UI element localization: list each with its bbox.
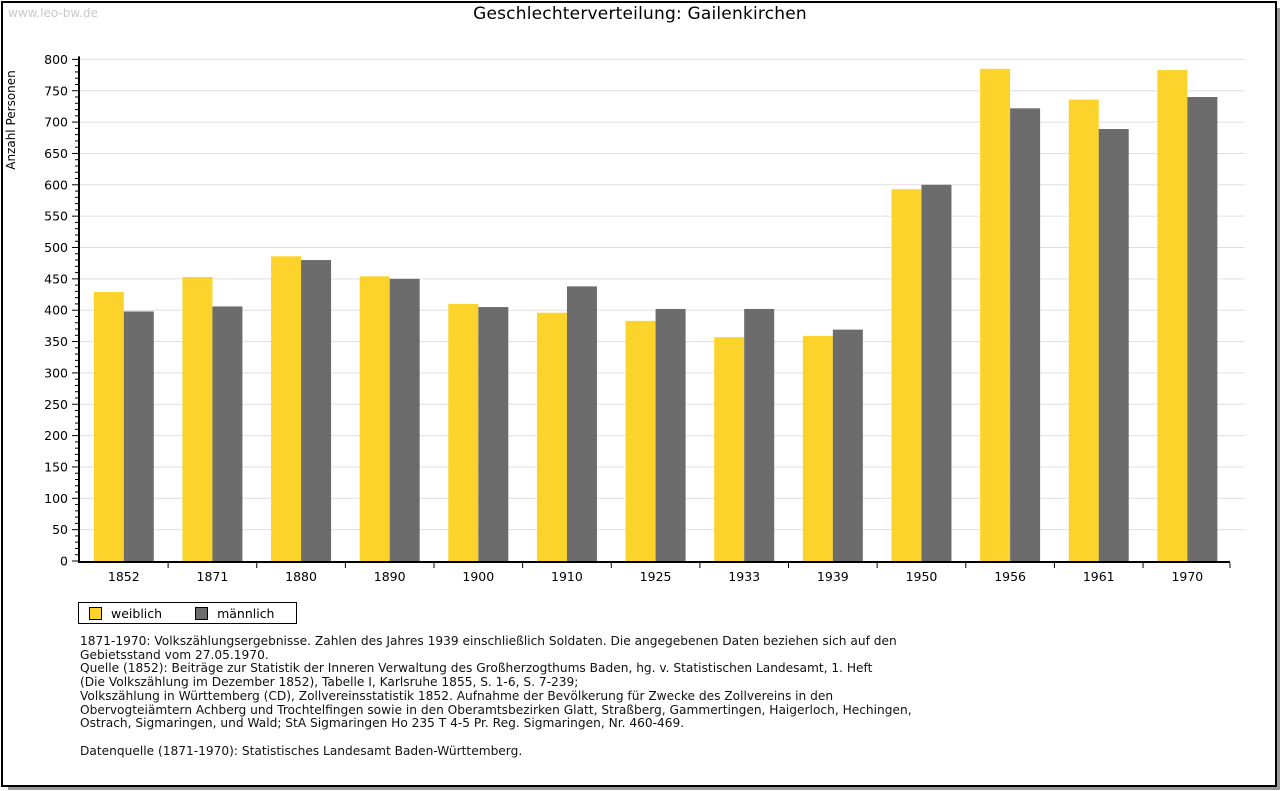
y-tick-label: 650 [44, 146, 68, 161]
x-tick-label: 1871 [197, 569, 229, 584]
watermark-leo-bw: www.leo-bw.de [8, 6, 98, 20]
legend-label-maennlich: männlich [217, 605, 275, 621]
bar-weiblich-1852 [93, 292, 124, 561]
bar-männlich-1961 [1098, 128, 1129, 561]
y-tick-label: 200 [44, 428, 68, 443]
bar-weiblich-1910 [536, 312, 567, 561]
y-tick-label: 600 [44, 177, 68, 192]
y-tick-label: 450 [44, 271, 68, 286]
bar-weiblich-1956 [980, 68, 1011, 562]
note-line: Volkszählung in Württemberg (CD), Zollve… [80, 688, 834, 703]
bar-weiblich-1970 [1157, 70, 1188, 562]
x-tick-label: 1933 [728, 569, 760, 584]
source-notes: 1871-1970: Volkszählungsergebnisse. Zahl… [80, 634, 1220, 759]
y-tick-label: 150 [44, 459, 68, 474]
bar-weiblich-1939 [802, 335, 833, 561]
legend-label-weiblich: weiblich [111, 605, 163, 621]
legend-swatch-weiblich [89, 606, 102, 620]
bar-weiblich-1961 [1068, 99, 1099, 561]
note-line: Quelle (1852): Beiträge zur Statistik de… [80, 661, 873, 676]
bar-männlich-1956 [1010, 108, 1041, 561]
y-tick-label: 700 [44, 115, 68, 130]
y-tick-label: 500 [44, 240, 68, 255]
note-line: Gebietsstand vom 27.05.1970. [80, 647, 269, 662]
bar-männlich-1939 [832, 329, 863, 561]
bar-männlich-1950 [921, 184, 952, 562]
bar-weiblich-1900 [448, 303, 479, 561]
x-tick-label: 1939 [817, 569, 849, 584]
x-tick-label: 1925 [640, 569, 672, 584]
x-tick-label: 1910 [551, 569, 583, 584]
bar-weiblich-1880 [271, 256, 302, 561]
legend: weiblich männlich [78, 602, 298, 624]
bar-männlich-1925 [655, 308, 686, 561]
y-tick-label: 0 [60, 554, 68, 569]
y-tick-label: 300 [44, 365, 68, 380]
bar-männlich-1910 [566, 286, 597, 561]
bar-weiblich-1871 [182, 276, 213, 561]
y-tick-label: 800 [44, 52, 68, 67]
bar-weiblich-1890 [359, 276, 390, 561]
y-tick-label: 250 [44, 397, 68, 412]
bar-männlich-1933 [744, 308, 775, 561]
y-tick-label: 50 [52, 522, 68, 537]
x-tick-label: 1900 [462, 569, 494, 584]
bar-weiblich-1950 [891, 189, 922, 561]
y-axis-title: Anzahl Personen [4, 70, 18, 170]
x-tick-label: 1880 [285, 569, 317, 584]
legend-swatch-maennlich [195, 606, 209, 620]
y-tick-label: 400 [44, 303, 68, 318]
bar-männlich-1970 [1187, 97, 1218, 562]
x-tick-label: 1950 [906, 569, 938, 584]
bar-männlich-1852 [123, 311, 154, 561]
x-tick-label: 1890 [374, 569, 406, 584]
x-tick-label: 1970 [1171, 569, 1203, 584]
x-tick-label: 1961 [1083, 569, 1115, 584]
y-tick-label: 550 [44, 209, 68, 224]
bar-weiblich-1925 [625, 320, 656, 561]
note-line: Obervogteiämtern Achberg und Trochtelfin… [80, 702, 912, 717]
chart-title: Geschlechterverteilung: Gailenkirchen [473, 4, 807, 24]
legend-item-weiblich: weiblich [89, 606, 162, 621]
bar-männlich-1871 [212, 306, 243, 561]
bar-weiblich-1933 [714, 337, 745, 561]
y-tick-label: 350 [44, 334, 68, 349]
y-tick-label: 100 [44, 491, 68, 506]
bar-männlich-1890 [389, 278, 420, 561]
note-line: 1871-1970: Volkszählungsergebnisse. Zahl… [80, 634, 897, 648]
x-tick-label: 1956 [994, 569, 1026, 584]
note-line: (Die Volkszählung im Dezember 1852), Tab… [80, 675, 579, 690]
legend-item-maennlich: männlich [195, 606, 274, 621]
datasource-line: Datenquelle (1871-1970): Statistisches L… [80, 743, 523, 758]
bar-männlich-1880 [301, 260, 332, 561]
x-tick-label: 1852 [108, 569, 140, 584]
note-spacer [80, 731, 1220, 745]
bar-männlich-1900 [478, 307, 509, 561]
y-tick-label: 750 [44, 83, 68, 98]
note-line: Ostrach, Sigmaringen, und Wald; StA Sigm… [80, 716, 685, 731]
